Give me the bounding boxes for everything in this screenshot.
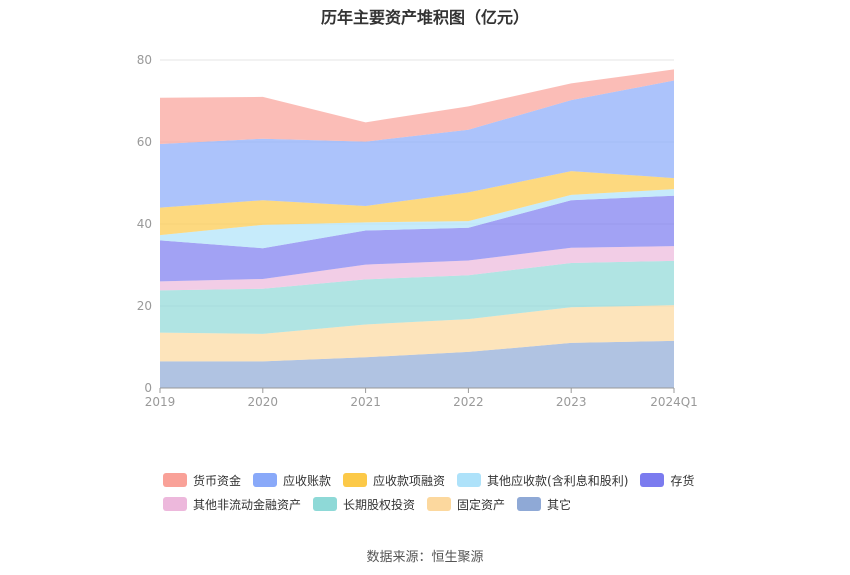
area-货币资金 [160,69,674,145]
area-应收账款 [160,80,674,208]
legend-item[interactable]: 应收账款 [253,472,331,488]
y-tick-label: 40 [137,217,152,231]
legend-item[interactable]: 应收款项融资 [343,472,445,488]
area-其他非流动金融资产 [160,246,674,291]
y-tick-label: 60 [137,135,152,149]
legend-label: 应收账款 [283,473,332,488]
legend-item[interactable]: 其他非流动金融资产 [163,496,301,512]
area-其他应收款(含利息和股利) [160,189,674,249]
area-series [160,69,674,388]
y-tick-label: 20 [137,299,152,313]
legend-item[interactable]: 长期股权投资 [313,496,415,512]
x-tick-label: 2024Q1 [650,395,698,409]
legend-label: 固定资产 [457,497,506,512]
legend-swatch [253,473,278,487]
area-固定资产 [160,305,674,362]
legend-swatch [163,473,187,487]
legend-swatch [343,473,368,487]
legend-label: 其它 [547,497,572,512]
x-tick-label: 2022 [453,395,484,409]
legend-swatch [457,473,482,487]
legend-item[interactable]: 存货 [640,472,694,488]
x-tick-label: 2020 [248,395,279,409]
area-其它 [160,340,674,388]
legend-swatch [640,473,665,487]
legend-label: 货币资金 [193,473,242,488]
x-tick-label: 2023 [556,395,587,409]
legend: 货币资金 应收账款 应收款项融资 其他应收款(含利息和股利) 存货其他非流动金融资产 长期… [163,472,723,512]
legend-item[interactable]: 货币资金 [163,472,241,488]
legend-label: 长期股权投资 [343,497,416,512]
y-tick-label: 80 [137,53,152,67]
legend-item[interactable]: 固定资产 [427,496,505,512]
legend-swatch [517,497,542,511]
legend-item[interactable]: 其他应收款(含利息和股利) [457,472,628,488]
area-长期股权投资 [160,260,674,334]
legend-label: 存货 [670,473,695,488]
legend-swatch [163,497,187,511]
legend-item[interactable]: 其它 [517,496,571,512]
legend-label: 应收款项融资 [373,473,446,488]
legend-label: 其他应收款(含利息和股利) [487,473,629,488]
area-应收款项融资 [160,171,674,236]
data-source-note: 数据来源：恒生聚源 [366,550,484,565]
chart-title: 历年主要资产堆积图（亿元） [320,8,529,27]
y-tick-label: 0 [144,381,152,395]
axes: 0 20 40 60 80 2019 2020 2021 2022 2023 2024Q1 [137,53,698,409]
area-存货 [160,195,674,282]
x-tick-label: 2021 [350,395,381,409]
legend-swatch [427,497,452,511]
legend-swatch [313,497,338,511]
x-tick-label: 2019 [145,395,176,409]
legend-label: 其他非流动金融资产 [193,497,302,512]
